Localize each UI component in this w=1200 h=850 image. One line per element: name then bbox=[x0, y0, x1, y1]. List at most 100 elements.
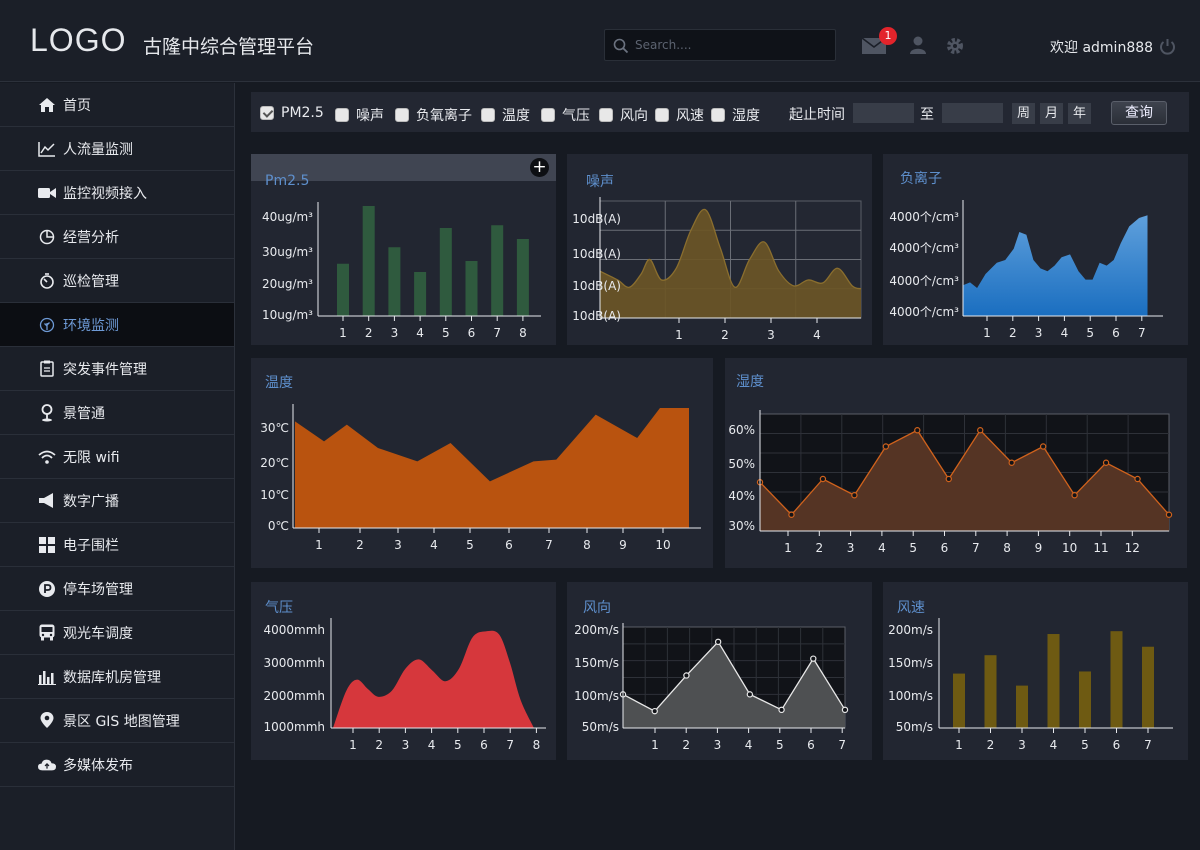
x-tick-label: 2 bbox=[721, 328, 729, 342]
x-tick-label: 2 bbox=[987, 738, 995, 752]
checkbox-wind-direction[interactable]: 风向 bbox=[599, 105, 648, 125]
user-icon[interactable] bbox=[909, 36, 927, 54]
period-year-button[interactable]: 年 bbox=[1068, 103, 1091, 124]
x-tick-label: 3 bbox=[847, 541, 855, 555]
panel-pm25: + Pm2.5 40ug/m³ 30ug/m³ 20ug/m³ 10ug/m³ 1 2 3 4… bbox=[251, 154, 556, 345]
series-area bbox=[600, 209, 861, 318]
panel-header-band bbox=[251, 154, 556, 181]
x-tick-label: 9 bbox=[619, 538, 627, 552]
checkbox-pressure[interactable]: 气压 bbox=[541, 105, 590, 125]
checkbox-box[interactable] bbox=[481, 108, 495, 122]
checkbox-box[interactable] bbox=[395, 108, 409, 122]
checkbox-box[interactable] bbox=[655, 108, 669, 122]
checkbox-pm25[interactable]: PM2.5 bbox=[260, 105, 324, 121]
query-button[interactable]: 查询 bbox=[1111, 101, 1167, 125]
y-tick-label: 10℃ bbox=[260, 488, 289, 502]
x-tick-label: 1 bbox=[675, 328, 683, 342]
checkbox-wind-speed[interactable]: 风速 bbox=[655, 105, 704, 125]
bar-3 bbox=[1016, 685, 1028, 728]
sidebar-item-wifi[interactable]: 无限 wifi bbox=[0, 435, 234, 479]
video-camera-icon bbox=[38, 184, 56, 202]
sidebar-item-environment[interactable]: 环境监测 bbox=[0, 303, 234, 347]
panel-noise: 噪声 10dB(A) 10dB(A) 10dB(A) 10dB(A) 1 2 3 4 bbox=[567, 154, 872, 345]
checkbox-temperature[interactable]: 温度 bbox=[481, 105, 530, 125]
x-tick-label: 1 bbox=[784, 541, 792, 555]
x-tick-label: 6 bbox=[1112, 326, 1120, 340]
sidebar-item-people-flow[interactable]: 人流量监测 bbox=[0, 127, 234, 171]
y-tick-label: 60% bbox=[728, 423, 755, 437]
sidebar-item-label: 数据库机房管理 bbox=[63, 669, 161, 686]
y-tick-label: 10dB(A) bbox=[572, 212, 621, 226]
power-icon[interactable] bbox=[1159, 38, 1176, 55]
sidebar-item-emergency[interactable]: 突发事件管理 bbox=[0, 347, 234, 391]
checkbox-label: 湿度 bbox=[732, 108, 760, 124]
period-week-button[interactable]: 周 bbox=[1012, 103, 1035, 124]
y-tick-label: 30% bbox=[728, 519, 755, 533]
y-tick-label: 20ug/m³ bbox=[262, 277, 313, 291]
bar-7 bbox=[491, 225, 504, 316]
chart-title: 温度 bbox=[265, 375, 293, 391]
checkbox-box[interactable] bbox=[599, 108, 613, 122]
x-tick-label: 1 bbox=[349, 738, 357, 752]
checkbox-noise[interactable]: 噪声 bbox=[335, 105, 384, 125]
sidebar-item-inspection[interactable]: 巡检管理 bbox=[0, 259, 234, 303]
x-tick-label: 4 bbox=[745, 738, 753, 752]
top-header: LOGO 古隆中综合管理平台 1 欢迎 admin888 bbox=[0, 0, 1200, 82]
x-tick-label: 2 bbox=[682, 738, 690, 752]
gear-icon[interactable] bbox=[946, 37, 964, 55]
sidebar-item-home[interactable]: 首页 bbox=[0, 83, 234, 127]
search-input[interactable] bbox=[635, 35, 830, 55]
start-date-input[interactable] bbox=[853, 103, 914, 123]
sidebar-item-broadcast[interactable]: 数字广播 bbox=[0, 479, 234, 523]
bar-4 bbox=[1047, 634, 1060, 728]
sidebar-item-video[interactable]: 监控视频接入 bbox=[0, 171, 234, 215]
data-point-6 bbox=[810, 655, 817, 662]
chart-title: 风向 bbox=[583, 600, 611, 616]
search-icon[interactable] bbox=[613, 38, 629, 54]
anion-chart: 4000个/cm³ 4000个/cm³ 4000个/cm³ 4000个/cm³ 1 2 3 4… bbox=[889, 200, 1163, 340]
checkbox-humidity[interactable]: 湿度 bbox=[711, 105, 760, 125]
sidebar-item-parking[interactable]: 停车场管理 bbox=[0, 567, 234, 611]
y-tick-label: 40% bbox=[728, 489, 755, 503]
checkbox-box[interactable] bbox=[541, 108, 555, 122]
sidebar-item-business-analysis[interactable]: 经营分析 bbox=[0, 215, 234, 259]
sidebar-item-shuttle[interactable]: 观光车调度 bbox=[0, 611, 234, 655]
checkbox-anion[interactable]: 负氧离子 bbox=[395, 105, 472, 125]
x-tick-label: 4 bbox=[430, 538, 438, 552]
x-tick-label: 7 bbox=[1138, 326, 1146, 340]
bar-2 bbox=[362, 206, 375, 316]
bar-6 bbox=[465, 261, 478, 316]
x-tick-label: 6 bbox=[468, 326, 476, 340]
series-line bbox=[599, 208, 862, 290]
sidebar-item-label: 环境监测 bbox=[63, 317, 119, 334]
y-tick-label: 10ug/m³ bbox=[262, 308, 313, 322]
chart-title: 噪声 bbox=[586, 174, 614, 190]
sidebar-item-multimedia[interactable]: 多媒体发布 bbox=[0, 743, 234, 787]
data-point-13 bbox=[1165, 511, 1173, 518]
checkbox-box[interactable] bbox=[335, 108, 349, 122]
checkbox-box[interactable] bbox=[711, 108, 725, 122]
checkbox-box[interactable] bbox=[260, 106, 274, 120]
x-tick-label: 2 bbox=[375, 738, 383, 752]
x-tick-label: 4 bbox=[1061, 326, 1069, 340]
x-tick-label: 1 bbox=[339, 326, 347, 340]
sidebar-item-e-fence[interactable]: 电子围栏 bbox=[0, 523, 234, 567]
sidebar-item-label: 数字广播 bbox=[63, 493, 119, 510]
sidebar-item-gis-map[interactable]: 景区 GIS 地图管理 bbox=[0, 699, 234, 743]
sidebar-item-scenic-pass[interactable]: 景管通 bbox=[0, 391, 234, 435]
data-point-10 bbox=[1071, 492, 1078, 499]
y-tick-label: 50m/s bbox=[582, 720, 619, 734]
add-chart-button[interactable]: + bbox=[530, 158, 549, 177]
filter-toolbar: PM2.5 噪声 负氧离子 温度 气压 风向 风速 湿度 起止时间 至 周 月 … bbox=[251, 92, 1189, 132]
map-pin-icon bbox=[38, 403, 56, 422]
x-tick-label: 8 bbox=[583, 538, 591, 552]
x-tick-label: 3 bbox=[714, 738, 722, 752]
period-month-button[interactable]: 月 bbox=[1040, 103, 1063, 124]
sidebar-item-label: 首页 bbox=[63, 97, 91, 114]
panel-temperature: 温度 30℃ 20℃ 10℃ 0℃ 1 2 3 4 5 6 7 8 9 10 bbox=[251, 358, 713, 568]
data-point-12 bbox=[1134, 475, 1141, 483]
leaf-icon bbox=[38, 316, 56, 334]
x-tick-label: 2 bbox=[815, 541, 823, 555]
sidebar-item-data-room[interactable]: 数据库机房管理 bbox=[0, 655, 234, 699]
end-date-input[interactable] bbox=[942, 103, 1003, 123]
